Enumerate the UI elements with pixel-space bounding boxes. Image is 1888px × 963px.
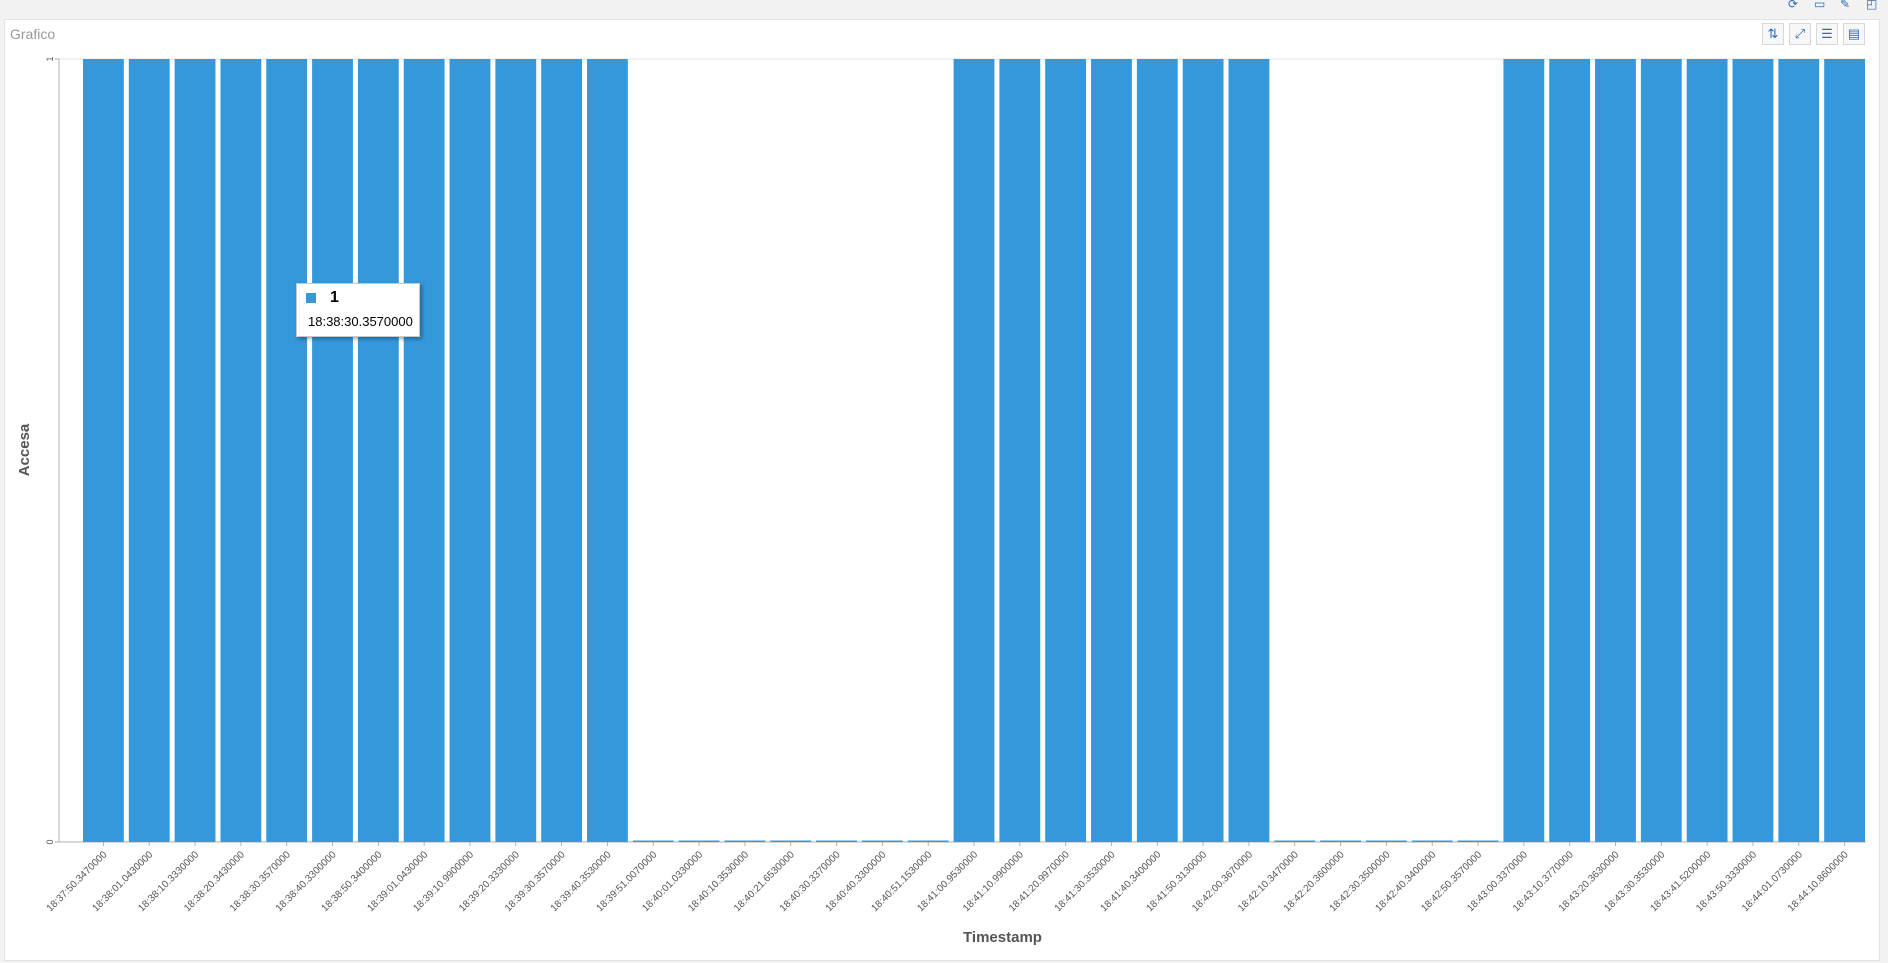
bar — [861, 840, 903, 842]
edit-icon[interactable]: ✎ — [1840, 0, 1851, 10]
bar — [1045, 59, 1087, 842]
chart-tooltip: 1 18:38:30.3570000 — [296, 283, 420, 337]
bar — [724, 840, 766, 842]
bar — [1503, 59, 1545, 842]
bar — [953, 59, 995, 842]
y-tick-label: 0 — [45, 839, 55, 844]
bar — [587, 59, 628, 842]
tooltip-label: 18:38:30.3570000 — [308, 314, 413, 329]
refresh-icon[interactable]: ⟳ — [1788, 0, 1799, 10]
bar — [1182, 59, 1224, 842]
bar — [495, 59, 537, 842]
tooltip-swatch — [306, 293, 316, 303]
bar — [1091, 59, 1132, 842]
bar — [907, 840, 949, 842]
y-axis-title: Accesa — [16, 423, 33, 476]
bar — [770, 840, 812, 842]
window-icon[interactable]: ◰ — [1866, 0, 1878, 10]
bar — [1411, 840, 1453, 842]
bar — [999, 59, 1041, 842]
bar — [128, 59, 170, 842]
bar — [403, 59, 445, 842]
bar — [449, 59, 491, 842]
bar — [1732, 59, 1774, 842]
bar — [1686, 59, 1728, 842]
bar — [541, 59, 583, 842]
x-axis-title: Timestamp — [963, 929, 1042, 946]
bar — [220, 59, 262, 842]
chat-icon[interactable]: ▤ — [1843, 23, 1865, 45]
y-tick-label: 1 — [45, 56, 55, 61]
bar — [1136, 59, 1178, 842]
bar — [357, 59, 399, 842]
bar — [312, 59, 353, 842]
bar — [1320, 840, 1361, 842]
bar — [1595, 59, 1636, 842]
bar — [678, 840, 720, 842]
bar — [1365, 840, 1407, 842]
bar — [1274, 840, 1316, 842]
bar — [1457, 840, 1499, 842]
filter-search-icon[interactable]: ☰ — [1816, 23, 1838, 45]
bar — [1640, 59, 1682, 842]
bar — [632, 840, 674, 842]
bar — [1228, 59, 1270, 842]
tooltip-value: 1 — [330, 289, 339, 306]
bar — [83, 59, 124, 842]
top-icon-bar: ⟳ ▭ ✎ ◰ — [1788, 0, 1880, 12]
bar — [1824, 59, 1865, 842]
expand-icon[interactable]: ⤢ — [1789, 23, 1811, 45]
panel-title: Grafico — [10, 26, 56, 42]
sort-icon[interactable]: ⇅ — [1762, 23, 1784, 45]
bar — [816, 840, 857, 842]
bar — [174, 59, 216, 842]
folder-icon[interactable]: ▭ — [1814, 0, 1826, 10]
bar — [266, 59, 308, 842]
bar — [1549, 59, 1591, 842]
chart-toolbar: ⇅ ⤢ ☰ ▤ — [1762, 23, 1865, 45]
bar — [1778, 59, 1820, 842]
